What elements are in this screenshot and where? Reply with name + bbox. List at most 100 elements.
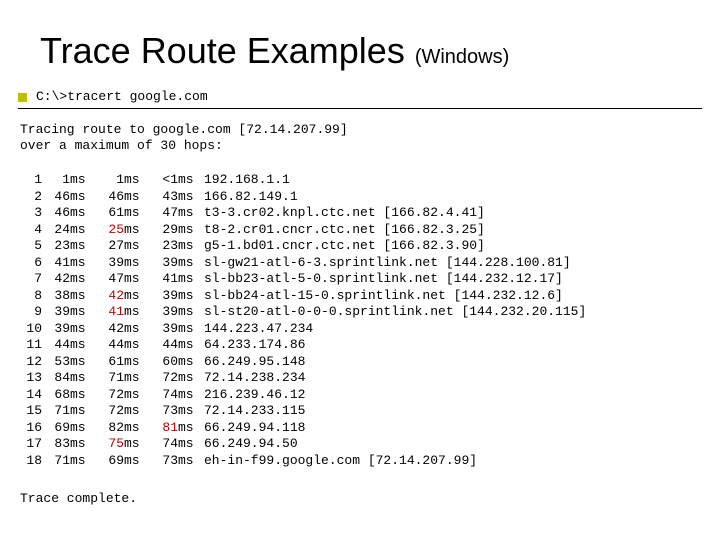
hop-host: 66.249.94.118 xyxy=(204,420,586,437)
hop-unit: ms xyxy=(124,387,150,404)
hop-unit: ms xyxy=(70,403,96,420)
hop-cell: 39 xyxy=(96,255,124,272)
hop-cell: 1 xyxy=(20,172,42,189)
hop-unit: ms xyxy=(70,370,96,387)
hop-cell: 72 xyxy=(96,387,124,404)
table-row: 838ms42ms39mssl-bb24-atl-15-0.sprintlink… xyxy=(20,288,586,305)
hop-cell: 47 xyxy=(96,271,124,288)
table-row: 939ms41ms39mssl-st20-atl-0-0-0.sprintlin… xyxy=(20,304,586,321)
hop-host: 72.14.233.115 xyxy=(204,403,586,420)
hop-unit: ms xyxy=(124,370,150,387)
hop-cell: 14 xyxy=(20,387,42,404)
hop-unit: ms xyxy=(70,238,96,255)
hop-unit: ms xyxy=(178,205,204,222)
table-row: 246ms46ms43ms166.82.149.1 xyxy=(20,189,586,206)
hop-unit: ms xyxy=(124,453,150,470)
hop-unit: ms xyxy=(178,370,204,387)
hop-cell: 42 xyxy=(96,321,124,338)
hop-cell: 9 xyxy=(20,304,42,321)
hop-unit: ms xyxy=(178,288,204,305)
hop-cell: 27 xyxy=(96,238,124,255)
hop-cell: 44 xyxy=(42,337,70,354)
table-row: 1468ms72ms74ms216.239.46.12 xyxy=(20,387,586,404)
hop-cell: 38 xyxy=(42,288,70,305)
table-row: 11ms1ms<1ms192.168.1.1 xyxy=(20,172,586,189)
hop-cell: 23 xyxy=(150,238,178,255)
table-row: 742ms47ms41mssl-bb23-atl-5-0.sprintlink.… xyxy=(20,271,586,288)
hop-unit: ms xyxy=(178,354,204,371)
hop-cell: 39 xyxy=(150,255,178,272)
hop-unit: ms xyxy=(178,420,204,437)
hop-host: 64.233.174.86 xyxy=(204,337,586,354)
hop-cell: 29 xyxy=(150,222,178,239)
hop-unit: ms xyxy=(124,205,150,222)
table-row: 346ms61ms47mst3-3.cr02.knpl.ctc.net [166… xyxy=(20,205,586,222)
hop-unit: ms xyxy=(70,354,96,371)
hop-cell: 53 xyxy=(42,354,70,371)
hop-cell: 39 xyxy=(42,304,70,321)
hop-cell: 44 xyxy=(96,337,124,354)
hop-cell: 5 xyxy=(20,238,42,255)
hop-host: sl-st20-atl-0-0-0.sprintlink.net [144.23… xyxy=(204,304,586,321)
table-row: 1669ms82ms81ms66.249.94.118 xyxy=(20,420,586,437)
hop-cell: 69 xyxy=(96,453,124,470)
slide-title: Trace Route Examples (Windows) xyxy=(40,30,509,72)
hop-unit: ms xyxy=(124,420,150,437)
hop-unit: ms xyxy=(70,288,96,305)
hop-cell: 73 xyxy=(150,403,178,420)
hop-cell: 71 xyxy=(96,370,124,387)
hops-table: 11ms1ms<1ms192.168.1.1246ms46ms43ms166.8… xyxy=(20,172,586,469)
hop-unit: ms xyxy=(70,436,96,453)
hop-unit: ms xyxy=(178,255,204,272)
intro-line-1: Tracing route to google.com [72.14.207.9… xyxy=(20,122,348,137)
table-row: 641ms39ms39mssl-gw21-atl-6-3.sprintlink.… xyxy=(20,255,586,272)
table-row: 1039ms42ms39ms144.223.47.234 xyxy=(20,321,586,338)
hop-cell: 72 xyxy=(96,403,124,420)
hop-unit: ms xyxy=(178,222,204,239)
hop-cell: 43 xyxy=(150,189,178,206)
hop-cell: 18 xyxy=(20,453,42,470)
hop-cell: 69 xyxy=(42,420,70,437)
hop-cell: 61 xyxy=(96,354,124,371)
table-row: 1571ms72ms73ms72.14.233.115 xyxy=(20,403,586,420)
hop-unit: ms xyxy=(178,436,204,453)
title-main: Trace Route Examples xyxy=(40,30,415,71)
hop-unit: ms xyxy=(124,288,150,305)
hop-cell: 41 xyxy=(42,255,70,272)
hop-cell: 13 xyxy=(20,370,42,387)
divider xyxy=(18,108,702,109)
table-row: 1871ms69ms73mseh-in-f99.google.com [72.1… xyxy=(20,453,586,470)
hop-unit: ms xyxy=(70,271,96,288)
hop-unit: ms xyxy=(70,304,96,321)
hop-cell: 39 xyxy=(150,304,178,321)
hop-cell: 2 xyxy=(20,189,42,206)
hop-cell: 11 xyxy=(20,337,42,354)
title-subtitle: (Windows) xyxy=(415,46,509,68)
hop-cell: 39 xyxy=(150,288,178,305)
hop-cell: 24 xyxy=(42,222,70,239)
table-row: 1144ms44ms44ms64.233.174.86 xyxy=(20,337,586,354)
hop-host: 216.239.46.12 xyxy=(204,387,586,404)
hop-unit: ms xyxy=(178,337,204,354)
hop-unit: ms xyxy=(178,271,204,288)
hop-cell: 68 xyxy=(42,387,70,404)
hop-unit: ms xyxy=(124,403,150,420)
hop-cell: 71 xyxy=(42,453,70,470)
hop-cell: 47 xyxy=(150,205,178,222)
hop-host: t8-2.cr01.cncr.ctc.net [166.82.3.25] xyxy=(204,222,586,239)
hop-unit: ms xyxy=(70,453,96,470)
hop-host: 72.14.238.234 xyxy=(204,370,586,387)
table-row: 1384ms71ms72ms72.14.238.234 xyxy=(20,370,586,387)
hop-unit: ms xyxy=(70,387,96,404)
hop-cell: 1 xyxy=(96,172,124,189)
hop-cell: 71 xyxy=(42,403,70,420)
hop-unit: ms xyxy=(124,321,150,338)
intro-line-2: over a maximum of 30 hops: xyxy=(20,138,223,153)
hops-table-wrap: 11ms1ms<1ms192.168.1.1246ms46ms43ms166.8… xyxy=(20,172,586,469)
command-line: C:\>tracert google.com xyxy=(36,89,208,104)
hop-unit: ms xyxy=(70,189,96,206)
hop-cell: 17 xyxy=(20,436,42,453)
hop-unit: ms xyxy=(124,354,150,371)
hop-unit: ms xyxy=(178,189,204,206)
hop-cell: 84 xyxy=(42,370,70,387)
